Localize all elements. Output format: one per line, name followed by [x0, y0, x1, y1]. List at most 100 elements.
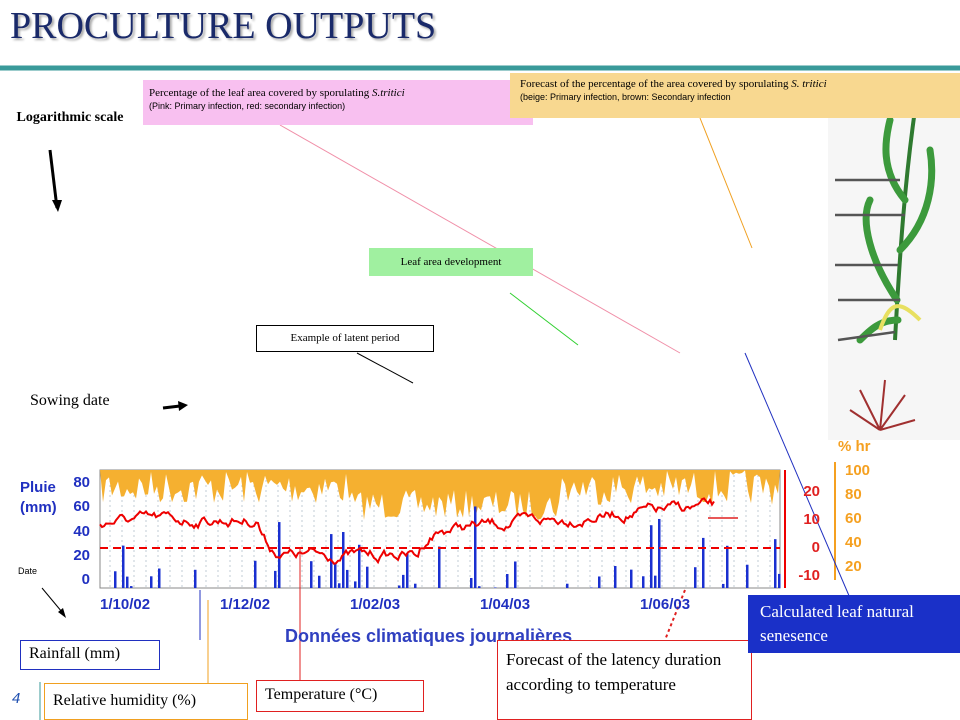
- decor: [346, 569, 349, 588]
- note: (beige: Primary infection, brown: Second…: [520, 92, 731, 102]
- decor: [614, 566, 617, 588]
- text: (mm): [20, 499, 57, 516]
- arrow-head: [52, 200, 62, 212]
- decor: [630, 569, 633, 588]
- chart-decor: [99, 470, 781, 588]
- decor: [642, 576, 645, 588]
- decor: [506, 574, 509, 588]
- temperature-box: Temperature (°C): [256, 680, 424, 712]
- decor: [338, 583, 341, 588]
- decor: [150, 576, 153, 588]
- decor: [114, 571, 117, 588]
- decor: [658, 518, 661, 588]
- tick-label: 100: [845, 462, 871, 479]
- species: S.tritici: [371, 87, 405, 99]
- species: S. tritici: [791, 78, 827, 90]
- decor: [99, 497, 715, 565]
- decor: [342, 532, 345, 588]
- decor: [158, 568, 161, 588]
- tick-label: -10: [798, 567, 820, 584]
- beige-box: Forecast of the percentage of the area c…: [510, 73, 960, 118]
- date-label: 1/10/02: [100, 596, 151, 613]
- tick-label: 80: [845, 486, 862, 503]
- tick-label: 10: [803, 511, 820, 528]
- decor: [130, 586, 133, 588]
- decor: [494, 587, 497, 588]
- note: (Pink: Primary infection, red: secondary…: [149, 101, 346, 111]
- decor: [778, 573, 781, 588]
- arrow: [162, 404, 181, 410]
- tick-label: 0: [81, 571, 90, 588]
- decor: [694, 567, 697, 588]
- decor: [318, 575, 321, 588]
- annotation: Sowing date: [30, 392, 110, 409]
- decor: [366, 566, 369, 588]
- pointer: [664, 589, 686, 641]
- decor: [194, 569, 197, 588]
- pointer: [744, 352, 851, 599]
- arrow: [48, 149, 59, 209]
- decor: [100, 470, 780, 520]
- senescence-box: Calculated leaf natural senesence: [748, 595, 960, 653]
- title: PROCULTURE OUTPUTS: [10, 5, 437, 47]
- decor: [726, 545, 729, 588]
- latent-box: Example of latent period: [256, 325, 434, 352]
- arrow-head: [58, 608, 66, 618]
- date-label: 1/02/03: [350, 596, 401, 613]
- decor: [254, 560, 257, 588]
- tick-label: 80: [73, 474, 90, 491]
- tick-label: 40: [845, 534, 862, 551]
- decor: [358, 544, 361, 588]
- decor: [398, 585, 401, 588]
- decor: [406, 552, 409, 588]
- decor: [310, 561, 313, 588]
- decor: [654, 575, 657, 588]
- plant: [828, 100, 960, 440]
- pointer: [509, 292, 579, 346]
- decor: [122, 545, 125, 588]
- annotation: Logarithmic scale: [16, 110, 124, 125]
- decor: [478, 586, 481, 588]
- decor: [566, 583, 569, 588]
- decor: [514, 561, 517, 588]
- decor: [354, 581, 357, 588]
- date-label: 1/06/03: [640, 596, 691, 613]
- decor: [470, 577, 473, 588]
- pointer: [279, 124, 681, 354]
- decor: [774, 539, 777, 588]
- hr-label: % hr: [838, 438, 871, 455]
- tick-label: 60: [73, 498, 90, 516]
- decor: [702, 537, 705, 588]
- arrow-head: [178, 401, 188, 411]
- decor: [722, 583, 725, 588]
- pointer: [356, 352, 414, 384]
- decor: [650, 525, 653, 588]
- text: Percentage of the leaf area covered by s…: [149, 87, 372, 99]
- latency-box: Forecast of the latency duration accordi…: [497, 640, 752, 720]
- decor: [414, 583, 417, 588]
- decor: [274, 570, 277, 588]
- slide-number: 4: [12, 690, 21, 707]
- decor: [598, 576, 601, 588]
- rain-label: Pluie (mm): [20, 478, 57, 518]
- text: Forecast of the percentage of the area c…: [520, 78, 792, 90]
- decor: [278, 522, 281, 588]
- tick-label: 40: [73, 522, 90, 540]
- arrow: [41, 587, 63, 613]
- pointer: [699, 117, 753, 249]
- tick-label: 20: [73, 546, 90, 564]
- decor: [746, 564, 749, 588]
- pink-box: Percentage of the leaf area covered by s…: [143, 80, 533, 125]
- decor: [474, 506, 477, 588]
- decor: [126, 576, 129, 588]
- decor: [334, 562, 337, 588]
- tick-label: 60: [845, 510, 862, 527]
- annotation: Date: [18, 566, 38, 576]
- tick-label: 20: [845, 558, 862, 575]
- tick-label: 0: [811, 539, 820, 556]
- date-label: 1/12/02: [220, 596, 271, 613]
- green-box: Leaf area development: [369, 248, 533, 276]
- humidity-box: Relative humidity (%): [44, 683, 248, 720]
